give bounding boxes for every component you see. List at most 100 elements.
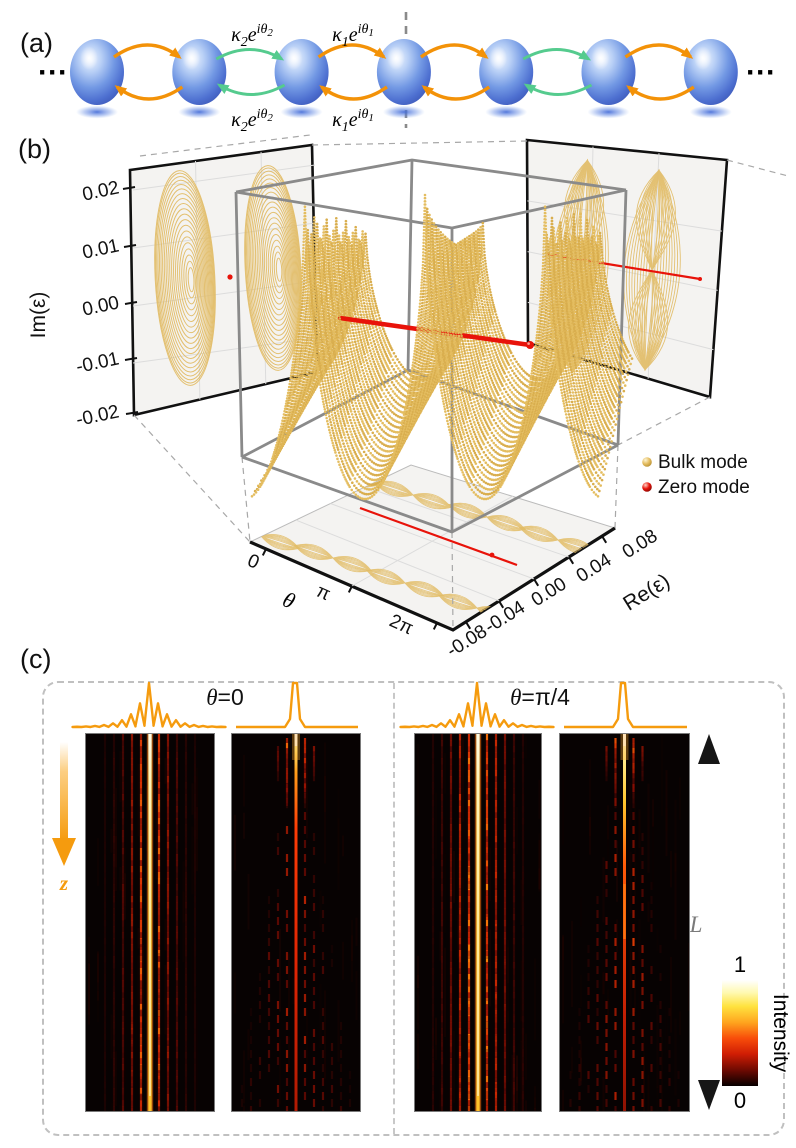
heatmap-thetapi4-zero-mode bbox=[414, 733, 542, 1112]
z-arrow: z bbox=[52, 742, 76, 895]
panel-a-label: (a) bbox=[20, 28, 53, 58]
re-tick-0: 0.08 bbox=[619, 526, 661, 563]
im-axis-label: Im(ε) bbox=[27, 292, 50, 339]
heatmap-theta0-single-site bbox=[231, 733, 361, 1112]
lattice-site bbox=[274, 39, 329, 119]
ellipsis-right: ··· bbox=[746, 56, 776, 89]
coupling-arrows bbox=[113, 43, 695, 101]
coupling-arrow-forward bbox=[215, 48, 285, 61]
panel-b-label: (b) bbox=[18, 134, 51, 164]
intensity-colorbar: 1 0 Intensity bbox=[722, 952, 792, 1113]
lattice-site bbox=[683, 39, 738, 119]
L-arrow: L bbox=[689, 734, 720, 1110]
site-shadow bbox=[280, 105, 323, 119]
colorbar-max: 1 bbox=[734, 952, 746, 977]
theta-tick-1: π bbox=[313, 581, 334, 606]
panel-c-propagation: (c) θ=0 θ=π/4 z L 1 0 bbox=[20, 644, 792, 1113]
coupling-arrow-backward bbox=[421, 85, 491, 101]
theta-axis-label: θ bbox=[279, 587, 299, 614]
site-sphere bbox=[581, 39, 636, 105]
panel-c-label: (c) bbox=[20, 644, 51, 674]
heatmap-theta0-zero-mode bbox=[85, 733, 215, 1112]
profile-multipeak-theta0 bbox=[71, 681, 227, 729]
site-sphere bbox=[683, 39, 738, 105]
legend: Bulk mode Zero mode bbox=[642, 452, 750, 498]
lattice-site bbox=[581, 39, 636, 119]
site-highlight bbox=[591, 46, 610, 70]
site-shadow bbox=[76, 105, 118, 119]
z-label: z bbox=[59, 871, 69, 895]
lattice-site bbox=[70, 39, 124, 119]
zero-mode-dot-left-plane bbox=[227, 274, 233, 280]
panel-c-dashed-box bbox=[42, 681, 785, 1136]
theta-tick-0: 0 bbox=[244, 550, 262, 573]
legend-bulk-mode-icon bbox=[642, 457, 652, 467]
theta-tick-2: 2π bbox=[386, 611, 416, 640]
coupling-arrow-backward bbox=[216, 83, 286, 96]
coupling-arrow-forward bbox=[522, 48, 592, 61]
site-sphere bbox=[70, 39, 124, 105]
colorbar-min: 0 bbox=[734, 1088, 746, 1113]
site-highlight bbox=[489, 46, 508, 70]
site-shadow bbox=[382, 105, 425, 119]
coupling-arrow-forward bbox=[113, 43, 182, 59]
group-title-thetapi4: θ=π/4 bbox=[510, 684, 570, 710]
lattice-site bbox=[479, 39, 534, 119]
im-tick-4: -0.02 bbox=[74, 401, 121, 431]
im-tick-3: -0.01 bbox=[74, 348, 121, 378]
coupling-arrow-forward bbox=[317, 43, 387, 59]
site-highlight bbox=[284, 46, 303, 70]
coupling-arrow-backward bbox=[523, 83, 593, 96]
legend-zero-mode-label: Zero mode bbox=[658, 477, 750, 498]
lattice-site bbox=[376, 39, 431, 119]
site-shadow bbox=[587, 105, 630, 119]
colorbar-label: Intensity bbox=[769, 994, 792, 1073]
site-shadow bbox=[485, 105, 528, 119]
site-highlight bbox=[80, 46, 98, 70]
coupling-arrow-backward bbox=[114, 85, 184, 101]
coupling-arrow-forward bbox=[624, 43, 694, 59]
coupling-arrow-backward bbox=[319, 85, 388, 101]
site-highlight bbox=[182, 46, 201, 70]
L-label: L bbox=[689, 912, 703, 937]
coupling-label-k2-bottom: κ2eiθ2 bbox=[231, 107, 273, 135]
panel-b-spectrum-3d: (b) bbox=[18, 134, 789, 662]
site-sphere bbox=[479, 39, 534, 105]
L-arrow-head-up bbox=[698, 734, 720, 764]
legend-zero-mode-icon bbox=[642, 482, 652, 492]
im-tick-2: 0.00 bbox=[80, 292, 121, 320]
group-title-theta0: θ=0 bbox=[206, 684, 244, 710]
site-sphere bbox=[172, 39, 227, 105]
coupling-label-k2-top: κ2eiθ2 bbox=[231, 22, 273, 50]
input-mode-profiles bbox=[71, 681, 687, 729]
coupling-arrow-backward bbox=[626, 85, 695, 101]
re-tick-1: 0.04 bbox=[573, 549, 616, 587]
profile-singlepeak-theta0 bbox=[236, 681, 358, 729]
site-highlight bbox=[386, 46, 405, 70]
z-arrow-head bbox=[52, 838, 76, 866]
L-arrow-head-down bbox=[698, 1080, 720, 1110]
re-axis-label: Re(ε) bbox=[619, 569, 674, 615]
profile-multipeak-thetapi4 bbox=[399, 681, 555, 729]
profile-singlepeak-thetapi4 bbox=[564, 681, 687, 729]
im-tick-0: 0.02 bbox=[80, 177, 121, 205]
legend-bulk-mode-label: Bulk mode bbox=[658, 452, 748, 473]
colorbar-gradient bbox=[722, 980, 758, 1086]
lattice-site bbox=[172, 39, 227, 119]
site-highlight bbox=[693, 46, 712, 70]
panel-c-divider bbox=[393, 683, 395, 1134]
ellipsis-left: ··· bbox=[38, 56, 68, 89]
z-arrow-shaft bbox=[60, 742, 68, 840]
site-shadow bbox=[178, 105, 221, 119]
site-sphere bbox=[274, 39, 329, 105]
lattice-sites bbox=[70, 39, 738, 119]
heatmap-thetapi4-single-site bbox=[559, 733, 690, 1112]
coupling-label-k1-top: κ1eiθ1 bbox=[332, 22, 374, 50]
im-tick-1: 0.01 bbox=[80, 235, 121, 263]
coupling-label-k1-bottom: κ1eiθ1 bbox=[332, 107, 374, 135]
site-shadow bbox=[689, 105, 732, 119]
coupling-arrow-forward bbox=[419, 43, 489, 59]
site-sphere bbox=[376, 39, 431, 105]
panel-a-lattice-schematic: (a) ··· ··· κ2eiθ2 κ1eiθ1 κ2eiθ2 κ1eiθ1 bbox=[20, 12, 776, 135]
